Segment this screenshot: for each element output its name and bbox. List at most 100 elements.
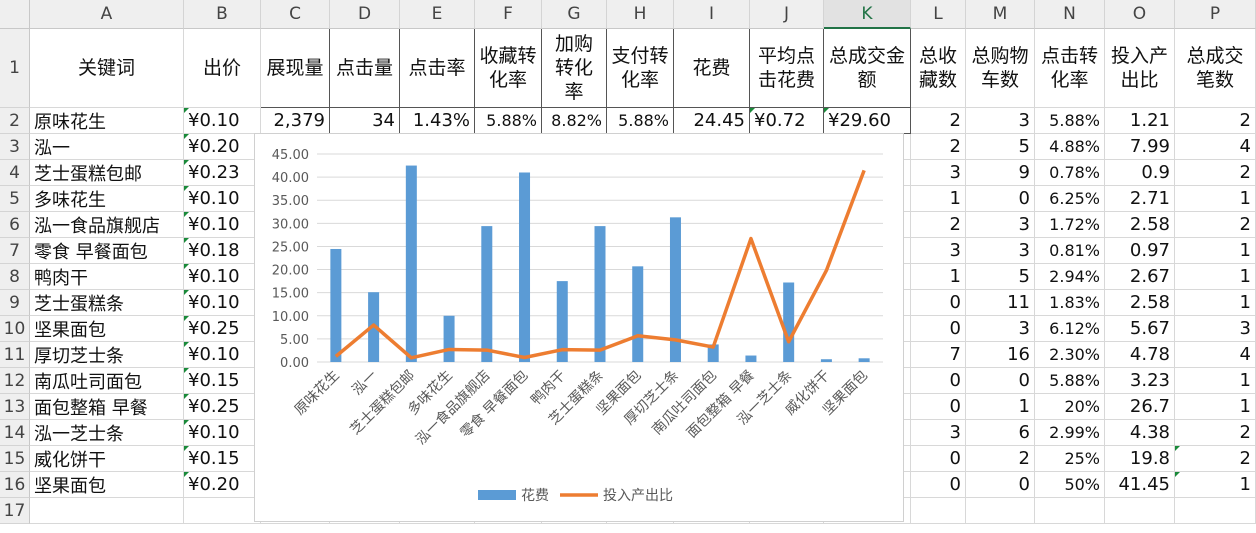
select-all-corner[interactable] [0,0,30,29]
column-header[interactable]: A [30,0,184,29]
cell[interactable] [1105,498,1175,524]
cell[interactable]: 2.71 [1105,186,1175,212]
cell[interactable]: 点击转化率 [1035,29,1105,108]
row-header[interactable]: 17 [0,498,30,524]
cell[interactable]: 5.88% [607,108,674,134]
cell[interactable]: ¥0.10 [184,264,261,290]
cell[interactable]: 零食 早餐面包 [30,238,184,264]
cell[interactable]: 加购转化率 [542,29,607,108]
cell[interactable]: 南瓜吐司面包 [30,368,184,394]
cell[interactable]: 7.99 [1105,134,1175,160]
combo-chart[interactable]: 0.00 5.00 10.00 15.00 20.00 25.00 30.00 35.00 40… [254,133,904,522]
column-header[interactable]: H [607,0,674,29]
cell[interactable]: ¥0.10 [184,420,261,446]
cell[interactable]: 泓一 [30,134,184,160]
cell[interactable] [911,498,966,524]
cell[interactable]: ¥0.20 [184,134,261,160]
cell[interactable]: 1 [1175,472,1256,498]
cell[interactable]: 总成交金额 [824,29,911,108]
cell[interactable]: 3 [911,238,966,264]
cell[interactable]: ¥0.10 [184,290,261,316]
column-header[interactable]: E [400,0,475,29]
cell[interactable]: 5 [966,264,1035,290]
cell[interactable]: 3 [966,108,1035,134]
row-header[interactable]: 11 [0,342,30,368]
cell[interactable]: 2.58 [1105,212,1175,238]
cell[interactable] [1035,498,1105,524]
column-header[interactable]: M [966,0,1035,29]
cell[interactable]: 1 [966,394,1035,420]
cell[interactable]: 面包整箱 早餐 [30,394,184,420]
cell[interactable]: 5.88% [1035,108,1105,134]
cell[interactable]: 2.94% [1035,264,1105,290]
cell[interactable]: 2 [1175,420,1256,446]
cell[interactable]: 1 [1175,186,1256,212]
cell[interactable]: ¥0.15 [184,446,261,472]
cell[interactable]: ¥0.10 [184,186,261,212]
cell[interactable]: 4 [1175,134,1256,160]
row-header[interactable]: 12 [0,368,30,394]
row-header[interactable]: 15 [0,446,30,472]
row-header[interactable]: 5 [0,186,30,212]
cell[interactable]: 1 [911,186,966,212]
cell[interactable]: 展现量 [261,29,330,108]
row-header[interactable]: 7 [0,238,30,264]
cell[interactable]: 2,379 [261,108,330,134]
cell[interactable]: 3 [966,212,1035,238]
cell[interactable]: 投入产出比 [1105,29,1175,108]
cell[interactable]: 1 [911,264,966,290]
column-header[interactable]: B [184,0,261,29]
cell[interactable]: 4 [1175,342,1256,368]
cell[interactable]: 1 [1175,368,1256,394]
cell[interactable]: ¥0.18 [184,238,261,264]
column-header[interactable]: D [330,0,400,29]
cell[interactable]: 5 [966,134,1035,160]
column-header[interactable]: G [542,0,607,29]
cell[interactable]: 坚果面包 [30,316,184,342]
cell[interactable]: 3 [1175,316,1256,342]
cell[interactable]: 0.81% [1035,238,1105,264]
cell[interactable]: 0 [911,472,966,498]
cell[interactable]: ¥0.10 [184,212,261,238]
column-header[interactable]: L [911,0,966,29]
cell[interactable]: 花费 [674,29,750,108]
row-header[interactable]: 9 [0,290,30,316]
cell[interactable] [966,498,1035,524]
cell[interactable]: ¥0.10 [184,108,261,134]
cell[interactable]: 1 [1175,264,1256,290]
column-header[interactable]: I [674,0,750,29]
cell[interactable] [1175,498,1256,524]
cell[interactable]: 1.83% [1035,290,1105,316]
cell[interactable]: 0 [911,446,966,472]
cell[interactable] [824,498,911,524]
cell[interactable]: 0.78% [1035,160,1105,186]
cell[interactable]: ¥0.23 [184,160,261,186]
cell[interactable]: 6 [966,420,1035,446]
cell[interactable]: 2.58 [1105,290,1175,316]
row-header[interactable]: 10 [0,316,30,342]
cell[interactable]: 2 [1175,160,1256,186]
cell[interactable]: 9 [966,160,1035,186]
cell[interactable]: ¥0.15 [184,368,261,394]
cell[interactable]: 威化饼干 [30,446,184,472]
cell[interactable]: 3 [966,238,1035,264]
cell[interactable]: ¥29.60 [824,108,911,134]
row-header[interactable]: 2 [0,108,30,134]
cell[interactable]: ¥0.25 [184,316,261,342]
cell[interactable]: 3 [911,160,966,186]
cell[interactable]: 芝士蛋糕条 [30,290,184,316]
column-header[interactable]: K [824,0,911,29]
cell[interactable]: 多味花生 [30,186,184,212]
cell[interactable]: 坚果面包 [30,472,184,498]
cell[interactable]: 19.8 [1105,446,1175,472]
column-header[interactable]: N [1035,0,1105,29]
cell[interactable]: 2 [1175,108,1256,134]
row-header[interactable]: 8 [0,264,30,290]
cell[interactable]: 原味花生 [30,108,184,134]
cell[interactable]: ¥0.10 [184,342,261,368]
row-header[interactable]: 6 [0,212,30,238]
cell[interactable]: 0 [911,316,966,342]
row-header[interactable]: 1 [0,29,30,108]
column-header[interactable]: P [1175,0,1256,29]
cell[interactable]: 1 [1175,394,1256,420]
